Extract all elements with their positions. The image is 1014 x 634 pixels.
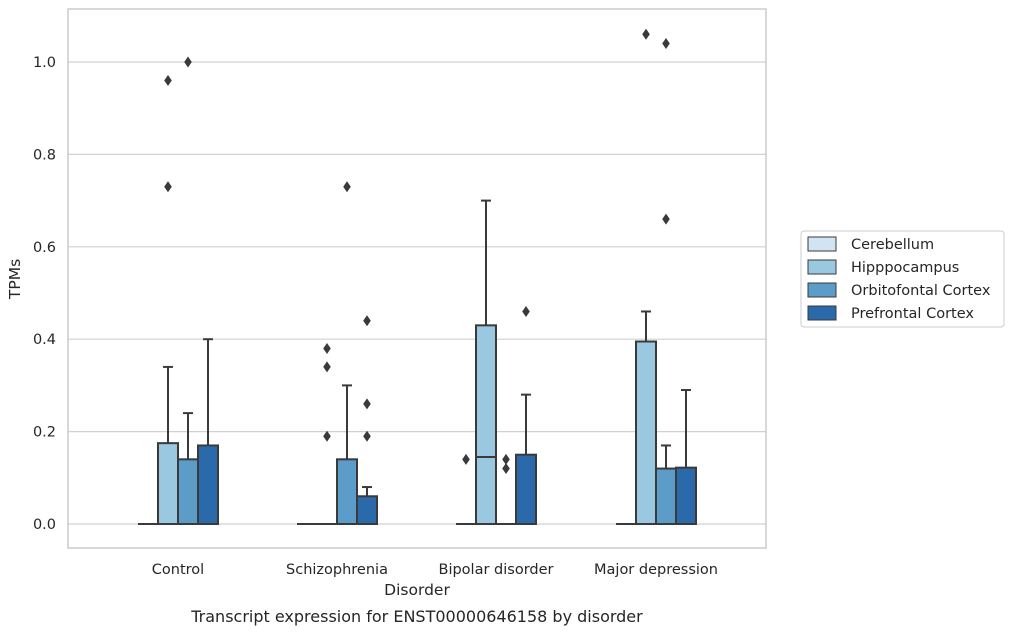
legend-label: Hipppocampus (851, 260, 959, 276)
outlier-point (642, 28, 650, 40)
outlier-point (662, 38, 670, 50)
box-body (177, 458, 199, 526)
outlier-point (323, 430, 331, 442)
y-tick-label: 0.2 (33, 425, 56, 441)
outlier-point (662, 213, 670, 225)
legend-swatch (807, 259, 837, 275)
box-orbitofontal-cortex (655, 38, 677, 525)
box-orbitofontal-cortex (177, 56, 199, 526)
legend-swatch (807, 236, 837, 252)
plot-frame (67, 8, 767, 549)
outlier-point (502, 453, 510, 465)
x-axis-ticks: Control Schizophrenia Bipolar disorder Majo… (152, 562, 718, 578)
legend-swatch (807, 282, 837, 298)
outlier-point (343, 181, 351, 193)
y-tick-label: 0.0 (33, 517, 56, 533)
box-cerebellum (456, 453, 476, 525)
legend: Cerebellum Hipppocampus Orbitofontal Corte… (800, 230, 1005, 328)
y-tick-label: 0.6 (33, 240, 56, 256)
box-body (356, 495, 378, 525)
box-prefrontal-cortex (515, 305, 537, 526)
box-hipppocampus (475, 199, 497, 525)
y-axis-title: TPMs (6, 259, 24, 300)
x-axis-title: Disorder (384, 581, 450, 599)
y-tick-label: 0.8 (33, 147, 56, 163)
legend-frame (800, 230, 1005, 328)
box-orbitofontal-cortex (336, 181, 358, 526)
outlier-point (164, 74, 172, 86)
box-body (336, 458, 358, 526)
outlier-point (323, 361, 331, 373)
chart-caption: Transcript expression for ENST0000064615… (190, 607, 643, 626)
box-prefrontal-cortex (675, 389, 697, 525)
outlier-point (363, 430, 371, 442)
box-prefrontal-cortex (197, 338, 219, 525)
outlier-point (363, 315, 371, 327)
box-body (655, 467, 677, 525)
legend-label: Cerebellum (851, 237, 934, 253)
box-body (157, 442, 179, 525)
y-tick-label: 0.4 (33, 332, 56, 348)
box-hipppocampus (317, 342, 337, 525)
box-body (675, 466, 697, 525)
legend-label: Prefrontal Cortex (851, 306, 974, 322)
y-axis-ticks: 0.0 0.2 0.4 0.6 0.8 1.0 (33, 55, 56, 533)
y-tick-label: 1.0 (33, 55, 56, 71)
box-hipppocampus (635, 28, 657, 526)
legend-swatch (807, 305, 837, 321)
box-hipppocampus (157, 74, 179, 525)
outlier-point (184, 56, 192, 68)
box-body (197, 444, 219, 525)
box-body (475, 324, 497, 525)
box-prefrontal-cortex (356, 315, 378, 525)
box-body (635, 340, 657, 526)
x-tick-label: Schizophrenia (286, 562, 388, 578)
outlier-point (323, 342, 331, 354)
outlier-point (363, 398, 371, 410)
x-tick-label: Major depression (594, 562, 718, 578)
x-tick-label: Bipolar disorder (439, 562, 554, 578)
outlier-point (522, 305, 530, 317)
box-orbitofontal-cortex (496, 453, 516, 525)
boxes (138, 28, 697, 526)
outlier-point (502, 463, 510, 475)
outlier-point (462, 453, 470, 465)
outlier-point (164, 181, 172, 193)
box-body (515, 453, 537, 526)
legend-label: Orbitofontal Cortex (851, 283, 991, 299)
x-tick-label: Control (152, 562, 204, 578)
